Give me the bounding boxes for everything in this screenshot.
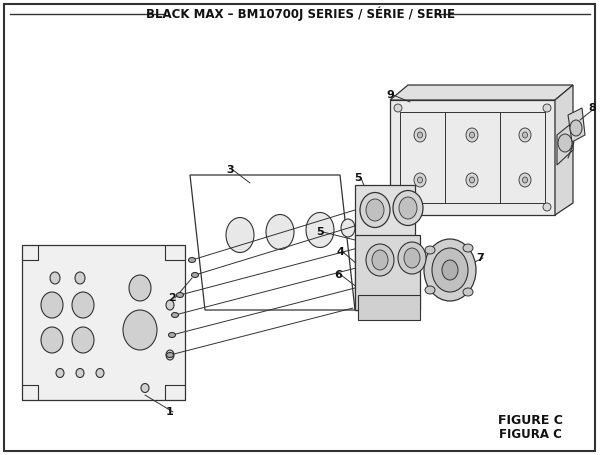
Text: 8: 8: [588, 103, 596, 113]
Ellipse shape: [41, 327, 63, 353]
Text: 6: 6: [334, 270, 342, 280]
Ellipse shape: [425, 286, 435, 294]
Ellipse shape: [523, 132, 527, 138]
Ellipse shape: [72, 292, 94, 318]
Polygon shape: [557, 122, 573, 165]
Text: FIGURA C: FIGURA C: [499, 429, 562, 441]
Ellipse shape: [188, 258, 196, 263]
Ellipse shape: [166, 300, 174, 310]
Ellipse shape: [266, 214, 294, 249]
Ellipse shape: [519, 173, 531, 187]
Ellipse shape: [558, 134, 572, 152]
Text: 4: 4: [336, 247, 344, 257]
Ellipse shape: [442, 260, 458, 280]
Ellipse shape: [399, 197, 417, 219]
Ellipse shape: [570, 120, 582, 136]
Ellipse shape: [75, 272, 85, 284]
Ellipse shape: [372, 250, 388, 270]
Polygon shape: [355, 185, 415, 310]
Ellipse shape: [167, 353, 173, 358]
Ellipse shape: [72, 327, 94, 353]
Polygon shape: [555, 85, 573, 215]
Ellipse shape: [404, 248, 420, 268]
Ellipse shape: [366, 244, 394, 276]
Ellipse shape: [191, 273, 199, 278]
Ellipse shape: [366, 199, 384, 221]
Ellipse shape: [523, 177, 527, 183]
Ellipse shape: [141, 384, 149, 393]
Ellipse shape: [169, 333, 176, 338]
Ellipse shape: [463, 244, 473, 252]
Ellipse shape: [470, 132, 475, 138]
Ellipse shape: [166, 350, 174, 360]
Polygon shape: [390, 100, 555, 215]
Ellipse shape: [414, 173, 426, 187]
Ellipse shape: [519, 128, 531, 142]
Text: FIGURE C: FIGURE C: [497, 414, 562, 426]
Polygon shape: [358, 295, 420, 320]
Ellipse shape: [466, 173, 478, 187]
Ellipse shape: [172, 313, 179, 318]
Ellipse shape: [394, 203, 402, 211]
Ellipse shape: [50, 272, 60, 284]
Polygon shape: [22, 245, 185, 400]
Polygon shape: [190, 175, 355, 310]
Ellipse shape: [129, 275, 151, 301]
Text: 5: 5: [354, 173, 362, 183]
Ellipse shape: [418, 132, 422, 138]
Ellipse shape: [394, 104, 402, 112]
Ellipse shape: [543, 203, 551, 211]
Ellipse shape: [466, 128, 478, 142]
Ellipse shape: [96, 369, 104, 378]
Ellipse shape: [360, 192, 390, 228]
Ellipse shape: [76, 369, 84, 378]
Ellipse shape: [306, 212, 334, 248]
Ellipse shape: [41, 292, 63, 318]
Text: 5: 5: [316, 227, 324, 237]
Ellipse shape: [418, 177, 422, 183]
Text: 2: 2: [168, 293, 176, 303]
Ellipse shape: [425, 246, 435, 254]
Ellipse shape: [123, 310, 157, 350]
Polygon shape: [568, 108, 585, 142]
Ellipse shape: [432, 248, 468, 292]
Text: 7: 7: [476, 253, 484, 263]
Ellipse shape: [393, 191, 423, 226]
FancyBboxPatch shape: [4, 4, 595, 451]
Ellipse shape: [398, 242, 426, 274]
Ellipse shape: [424, 239, 476, 301]
Ellipse shape: [176, 293, 184, 298]
Text: BLACK MAX – BM10700J SERIES / SÉRIE / SERIE: BLACK MAX – BM10700J SERIES / SÉRIE / SE…: [146, 7, 455, 21]
Polygon shape: [355, 235, 420, 310]
Text: 9: 9: [386, 90, 394, 100]
Ellipse shape: [414, 128, 426, 142]
Text: 3: 3: [226, 165, 234, 175]
Text: 1: 1: [166, 407, 174, 417]
Ellipse shape: [56, 369, 64, 378]
Ellipse shape: [341, 219, 355, 237]
Ellipse shape: [463, 288, 473, 296]
Polygon shape: [390, 85, 573, 100]
Ellipse shape: [543, 104, 551, 112]
Ellipse shape: [470, 177, 475, 183]
Ellipse shape: [226, 217, 254, 253]
